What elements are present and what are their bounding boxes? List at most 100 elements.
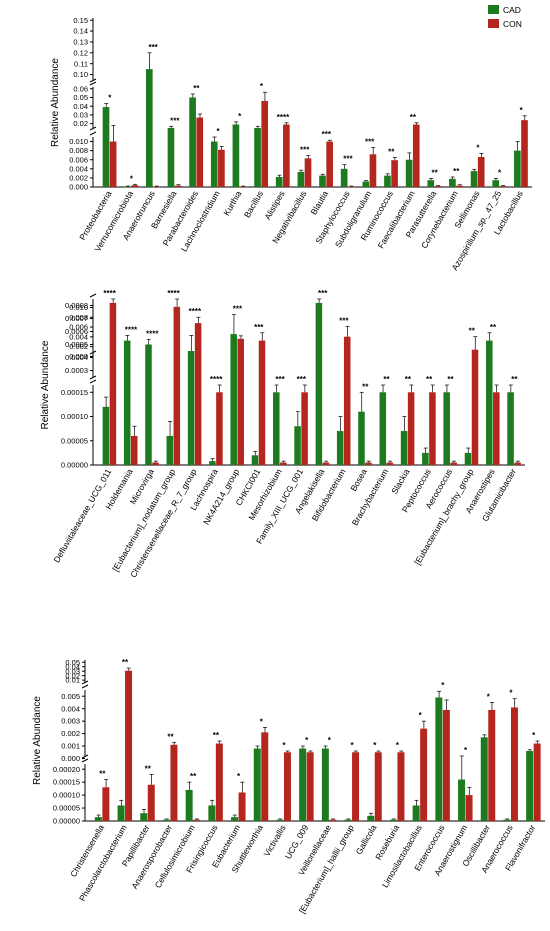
- bar-cad: [231, 817, 239, 821]
- bar-cad: [251, 455, 259, 465]
- bar-con: [412, 124, 420, 187]
- significance-label: ***: [343, 155, 353, 164]
- bar-cad: [124, 186, 131, 188]
- legend: CAD CON: [488, 5, 522, 29]
- significance-label: ****: [277, 113, 290, 122]
- bar-con: [283, 752, 291, 821]
- significance-label: **: [213, 731, 220, 740]
- bar-cad: [123, 340, 131, 465]
- significance-label: ***: [300, 146, 310, 155]
- significance-label: *: [441, 681, 445, 690]
- significance-label: *: [487, 692, 491, 701]
- bar-cad: [319, 175, 326, 187]
- bar-con: [533, 743, 541, 821]
- significance-label: *: [373, 741, 377, 750]
- y-axis-title: Relative Abundance: [50, 58, 61, 147]
- significance-label: *: [464, 746, 468, 755]
- significance-label: *: [237, 772, 241, 781]
- y-tick-label: 0.0005: [65, 340, 88, 349]
- significance-label: **: [383, 375, 390, 384]
- bar-con: [109, 141, 117, 187]
- bar-cad: [315, 302, 323, 465]
- x-tick-label: Gallicola: [354, 823, 379, 856]
- bar-cad: [208, 805, 216, 821]
- bar-cad: [275, 177, 283, 187]
- y-tick-label: 0.002: [61, 729, 80, 738]
- x-tick-label: Bacillus: [242, 189, 265, 219]
- y-tick-label: 0.01: [65, 676, 80, 685]
- bar-con: [283, 124, 290, 187]
- x-tick-label: Slackia: [389, 467, 411, 496]
- axis-break-mark: [89, 379, 97, 384]
- significance-label: ****: [189, 307, 202, 316]
- significance-label: **: [511, 375, 518, 384]
- bar-con: [194, 323, 202, 465]
- y-tick-label: 0.12: [73, 48, 88, 57]
- y-tick-label: 0.00000: [61, 461, 88, 470]
- axis-break-mark: [89, 81, 97, 86]
- significance-label: *: [498, 168, 502, 177]
- y-tick-label: 0.0007: [65, 314, 88, 323]
- bar-con: [153, 186, 160, 188]
- bar-cad: [362, 181, 370, 187]
- significance-label: **: [167, 732, 174, 741]
- bar-con: [193, 819, 201, 821]
- bar-con: [306, 752, 314, 821]
- bar-con: [397, 752, 405, 821]
- bar-con: [258, 340, 266, 465]
- y-tick-label: 0.008: [69, 146, 88, 155]
- chart-panel-2: Relative Abundance 0.00000 0.00005 0.00010 0…: [40, 289, 525, 579]
- y-tick-label: 0.006: [69, 323, 88, 332]
- bar-cad: [480, 737, 488, 821]
- significance-label: **: [447, 375, 454, 384]
- chart-panel-3: Relative Abundance 0.00000 0.00005 0.00010 0…: [32, 658, 545, 915]
- y-tick-label: 0.03: [65, 667, 80, 676]
- bar-con: [488, 709, 496, 821]
- significance-label: ***: [365, 137, 375, 146]
- bar-con: [369, 154, 377, 187]
- legend-label-con: CON: [503, 19, 522, 29]
- bar-con: [322, 462, 330, 465]
- bar-cad: [230, 334, 237, 465]
- axis-break-mark: [81, 758, 89, 763]
- bar-con: [465, 795, 473, 821]
- bar-cad: [210, 141, 218, 187]
- significance-label: **: [405, 375, 412, 384]
- y-tick-label: 0.02: [65, 671, 80, 680]
- bar-con: [429, 392, 436, 465]
- bar-con: [450, 462, 457, 465]
- y-tick-label: 0.03: [73, 111, 88, 120]
- bar-cad: [209, 461, 216, 465]
- y-tick-label: 0.003: [61, 717, 80, 726]
- significance-label: *: [260, 82, 264, 91]
- y-tick-label: 0.005: [61, 692, 80, 701]
- y-tick-label: 0.000: [69, 183, 88, 192]
- bar-cad: [336, 431, 344, 465]
- significance-label: *: [217, 127, 221, 136]
- bar-cad: [412, 805, 420, 821]
- y-axis-title: Relative Abundance: [32, 696, 43, 785]
- y-tick-label: 0.000: [69, 352, 88, 361]
- bar-cad: [384, 175, 391, 187]
- bar-con: [238, 792, 246, 821]
- significance-label: *: [282, 741, 286, 750]
- bar-cad: [470, 171, 478, 187]
- significance-label: ***: [297, 375, 307, 384]
- bar-con: [514, 462, 521, 465]
- bar-cad: [166, 435, 174, 465]
- y-tick-label: 0.001: [61, 742, 80, 751]
- bar-cad: [458, 779, 466, 821]
- significance-label: **: [122, 658, 129, 667]
- y-tick-label: 0.04: [73, 102, 88, 111]
- significance-label: *: [108, 94, 112, 103]
- y-tick-label: 0.0003: [65, 366, 88, 375]
- bar-con: [510, 707, 518, 821]
- axis-break-mark: [89, 126, 97, 131]
- bar-con: [493, 392, 500, 465]
- y-tick-label: 0.02: [73, 119, 88, 128]
- y-tick-label: 0.00005: [53, 804, 80, 813]
- bar-con: [343, 336, 351, 465]
- bar-con: [237, 338, 244, 465]
- significance-label: *: [476, 143, 480, 152]
- axis-break-mark: [89, 293, 97, 298]
